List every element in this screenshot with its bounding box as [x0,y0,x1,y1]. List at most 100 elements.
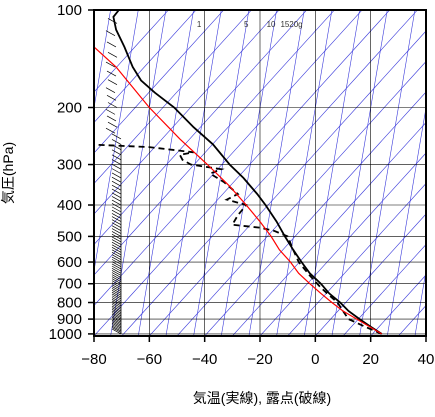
wind-barb [111,324,122,330]
wind-barb [105,61,116,68]
y-tick-label: 500 [57,228,82,245]
wind-barb [111,213,122,219]
mixing-ratio-line [276,10,333,336]
wind-barb [111,261,122,267]
wind-barb [111,321,122,327]
wind-barb [111,199,122,206]
wind-barb [111,259,122,265]
mixing-ratio-line [414,269,426,336]
mixing-ratio-line [94,10,139,273]
wind-barb [111,168,122,174]
wind-barb [105,30,116,36]
wind-barb [106,41,117,48]
x-axis-title: 気温(実線), 露点(破線) [193,390,331,406]
wind-barb [111,304,122,310]
dry-adiabat-line [94,10,363,306]
wind-barb [111,295,122,302]
wind-barb [111,280,122,287]
wind-barb [111,163,122,170]
y-tick-label: 300 [57,157,82,174]
x-tick-label: 0 [311,351,319,368]
parcel-line [94,46,383,335]
wind-barb [111,307,122,313]
wind-barb [111,325,122,332]
mixing-ratio-label: 20g [289,20,302,29]
wind-barb [111,263,122,270]
wind-barb [111,328,122,335]
wind-barb [111,231,122,237]
wind-barb [111,216,122,222]
dry-adiabat-line [176,61,426,336]
mixing-ratio-line [386,106,426,336]
wind-barb [111,228,122,234]
wind-barb [105,127,116,134]
wind-barb [107,102,118,108]
x-tick-label: −20 [247,351,272,368]
wind-barb [111,133,122,140]
wind-barb [111,209,122,216]
wind-barb [111,322,122,329]
series-layer [94,10,383,335]
wind-barb [106,94,117,101]
wind-barb [111,276,122,283]
dry-adiabat-line [232,122,426,336]
wind-barb [111,288,122,294]
wind-barb [111,241,122,248]
wind-barb [111,206,122,213]
wind-barb [111,233,122,240]
dry-adiabat-line [342,244,426,336]
wind-barb [111,236,122,243]
wind-barb [111,188,122,195]
mixing-ratio-label: 5 [244,20,249,29]
wind-barb [111,244,122,251]
wind-barb [111,203,122,209]
wind-barb [111,159,122,165]
wind-barb [111,309,122,315]
wind-barb [111,196,122,202]
mixing-ratio-line [165,10,222,336]
mixing-ratio-line [248,10,305,336]
mixing-ratio-label: 15 [280,20,289,29]
dry-adiabat-line [121,10,418,336]
mixing-ratio-label: 10 [267,20,276,29]
axis-ticks: −80 −60 −40 −20 0 20 40 100 200 300 400 500 600 700 80… [49,2,435,368]
dry-adiabat-line [94,10,308,245]
wind-barb [111,315,122,321]
y-tick-label: 100 [57,2,82,19]
wind-barb [111,305,122,312]
wind-barb [111,222,122,229]
wind-barb [106,115,117,122]
wind-barb [111,293,122,300]
mixing-ratio-line [193,10,250,336]
wind-barb [111,249,122,256]
mixing-ratio-labels: 1 5 10 15 20g [197,20,303,29]
mixing-ratio-line [94,10,111,110]
y-tick-label: 600 [57,254,82,271]
mixing-ratio-line [110,10,167,336]
temperature-line [112,10,383,335]
wind-barb [111,302,122,309]
wind-barb [111,192,122,199]
wind-barb [111,284,122,290]
wind-barb [111,289,122,296]
wind-barb [105,109,116,115]
wind-barb [111,154,122,161]
wind-barb [111,274,122,280]
wind-barb [111,139,122,145]
y-tick-label: 400 [57,197,82,214]
mixing-ratio-line [359,10,416,336]
wind-barb [111,251,122,258]
wind-barb [111,298,122,305]
wind-barb [111,268,122,274]
dry-adiabat-line [287,183,426,336]
wind-barb [111,278,122,285]
wind-barb [111,291,122,298]
wind-barb [111,265,122,272]
wind-barb [111,286,122,292]
y-axis-title: 気圧(hPa) [0,142,16,204]
mixing-ratio-line [303,10,360,336]
wind-barb [111,172,122,179]
